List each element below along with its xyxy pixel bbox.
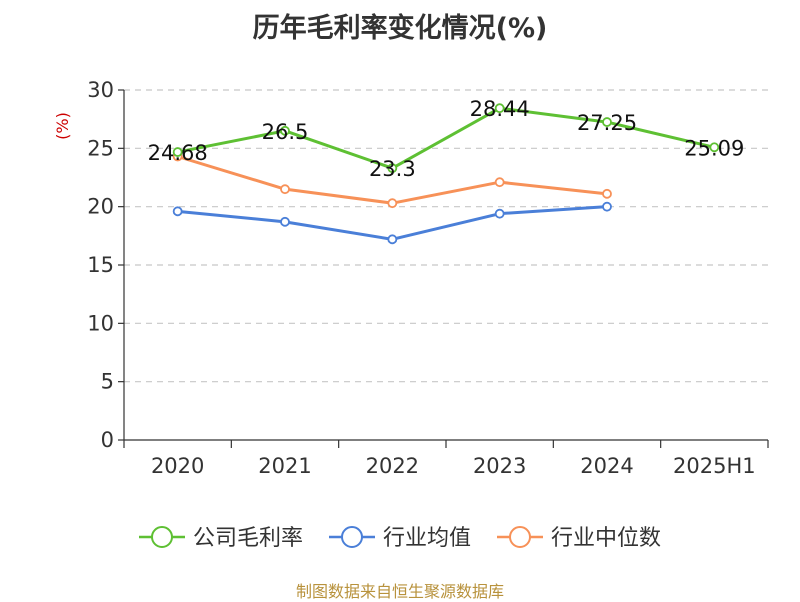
data-label-company: 25.09 <box>684 136 744 160</box>
legend-label: 行业中位数 <box>551 526 661 551</box>
data-label-company: 24.68 <box>148 141 208 165</box>
legend-label: 行业均值 <box>383 526 471 551</box>
data-point-company <box>172 147 183 157</box>
legend-item: 公司毛利率 <box>139 526 303 551</box>
legend-item: 行业中位数 <box>497 526 661 551</box>
series-lines <box>172 103 720 245</box>
data-point-industry_median <box>494 177 505 188</box>
legend-marker <box>341 526 363 548</box>
x-tick-label: 2022 <box>366 454 419 478</box>
legend-label: 公司毛利率 <box>193 526 303 551</box>
legend: 公司毛利率 行业均值 行业中位数 <box>139 526 661 551</box>
y-tick-label: 5 <box>101 370 114 394</box>
data-point-company <box>494 103 505 114</box>
y-tick-label: 25 <box>87 136 114 160</box>
legend-marker <box>509 526 531 548</box>
y-tick-label: 15 <box>87 253 114 277</box>
data-label-company: 27.25 <box>577 111 637 135</box>
y-tick-label: 20 <box>87 195 114 219</box>
data-point-industry_avg <box>280 216 290 227</box>
y-tick-label: 10 <box>87 311 114 335</box>
chart-title: 历年毛利率变化情况(%) <box>252 13 548 44</box>
source-footer: 制图数据来自恒生聚源数据库 <box>295 582 504 601</box>
x-tick-label: 2020 <box>151 454 204 478</box>
data-point-industry_median <box>280 184 290 195</box>
data-point-industry_avg <box>172 206 183 217</box>
y-axis-label: (%) <box>53 112 72 140</box>
x-tick-label: 2024 <box>580 454 633 478</box>
data-point-industry_median <box>387 198 398 209</box>
data-label-company: 23.3 <box>369 157 416 181</box>
data-label-company: 28.44 <box>470 97 530 121</box>
grid-lines <box>124 89 768 383</box>
data-point-company <box>709 142 720 153</box>
data-point-company <box>387 163 398 174</box>
data-point-industry_avg <box>387 234 398 245</box>
y-tick-label: 30 <box>87 78 114 102</box>
data-label-company: 26.5 <box>262 120 309 144</box>
axes: 0 5 10 15 20 25 30 2020 2021 2022 2023 2024 2025H1 (%… <box>53 78 769 478</box>
x-tick-label: 2025H1 <box>673 454 756 478</box>
data-point-company <box>602 117 612 127</box>
legend-marker <box>151 526 173 548</box>
data-labels: 24.68 26.5 23.3 28.44 27.25 25.09 <box>148 97 745 181</box>
legend-item: 行业均值 <box>329 526 471 551</box>
data-point-industry_avg <box>494 208 505 219</box>
series-line-company <box>177 106 715 170</box>
data-point-industry_avg <box>602 201 612 212</box>
data-point-company <box>280 125 290 136</box>
x-tick-label: 2021 <box>258 454 311 478</box>
data-point-industry_median <box>602 188 612 199</box>
y-tick-label: 0 <box>101 428 114 452</box>
x-tick-label: 2023 <box>473 454 526 478</box>
